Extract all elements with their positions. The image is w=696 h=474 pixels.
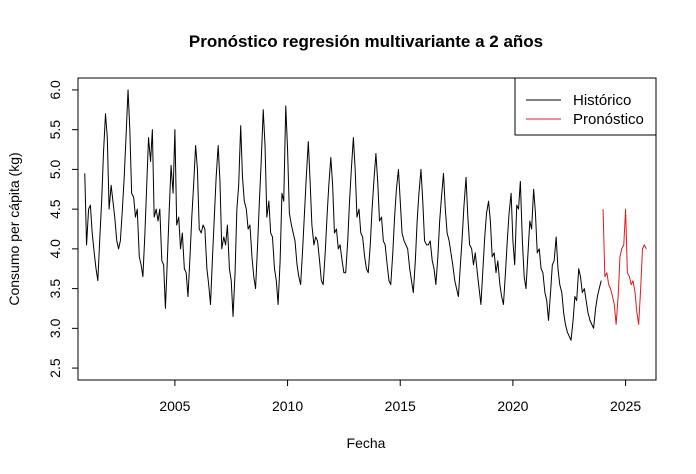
chart-title: Pronóstico regresión multivariante a 2 a… xyxy=(189,32,543,51)
y-tick-label: 4.5 xyxy=(47,199,63,219)
x-tick-label: 2005 xyxy=(159,398,190,414)
legend: Histórico Pronóstico xyxy=(514,77,657,136)
y-tick-label: 3.0 xyxy=(47,318,63,338)
legend-label-historico: Histórico xyxy=(573,92,631,109)
x-tick-label: 2015 xyxy=(385,398,416,414)
y-axis: 2.5 3.0 3.5 4.0 4.5 5.0 5.5 6.0 xyxy=(47,80,79,378)
x-axis-label: Fecha xyxy=(347,435,386,451)
series-layer xyxy=(84,89,647,341)
y-tick-label: 5.0 xyxy=(47,159,63,179)
x-tick-label: 2020 xyxy=(497,398,528,414)
series-line-0 xyxy=(84,89,602,341)
legend-label-pronostico: Pronóstico xyxy=(573,111,644,128)
legend-box xyxy=(514,77,657,136)
x-axis: 2005 2010 2015 2020 2025 xyxy=(159,379,641,414)
y-tick-label: 2.5 xyxy=(47,358,63,378)
series-line-1 xyxy=(602,208,647,325)
y-tick-label: 3.5 xyxy=(47,279,63,299)
y-tick-label: 5.5 xyxy=(47,120,63,140)
x-tick-label: 2010 xyxy=(272,398,303,414)
y-tick-label: 6.0 xyxy=(47,80,63,100)
y-axis-label: Consumo per cápita (kg) xyxy=(6,152,22,305)
x-tick-label: 2025 xyxy=(610,398,641,414)
y-tick-label: 4.0 xyxy=(47,239,63,259)
